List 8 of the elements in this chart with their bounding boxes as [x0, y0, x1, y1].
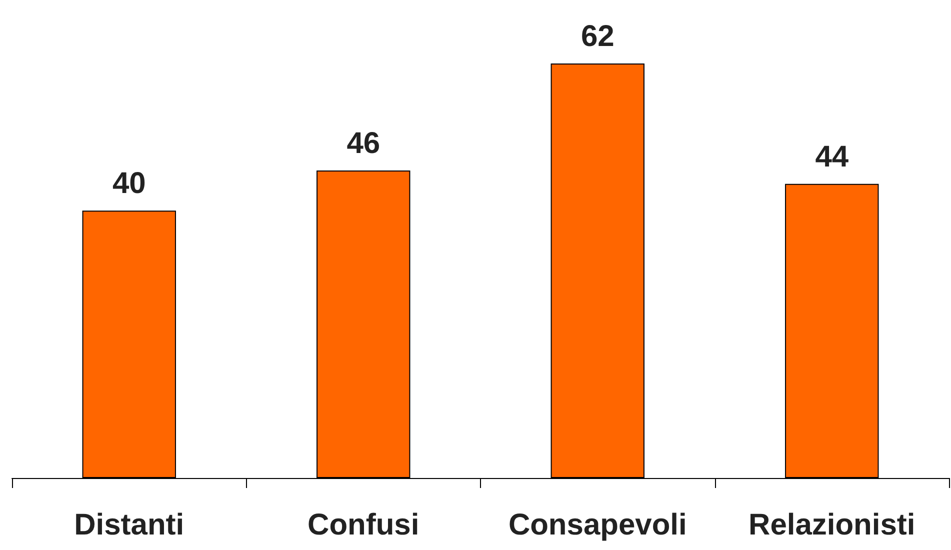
data-label: 40	[112, 167, 146, 200]
x-tick-label: Consapevoli	[508, 508, 687, 542]
x-tick-label: Confusi	[308, 508, 420, 542]
data-label: 44	[815, 140, 849, 174]
data-label: 46	[346, 126, 380, 160]
x-tick-label: Relazionisti	[748, 508, 916, 542]
x-tick-label: Distanti	[74, 508, 184, 542]
data-label: 62	[580, 20, 614, 53]
